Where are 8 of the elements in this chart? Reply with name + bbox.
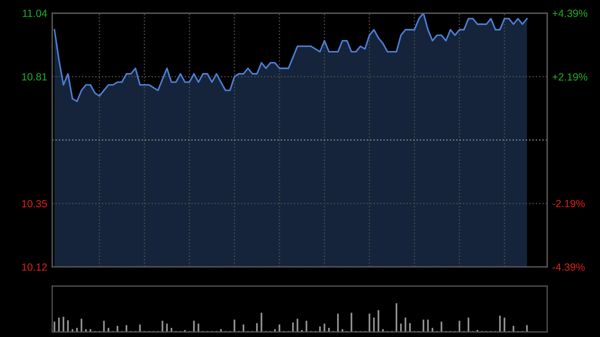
y2-tick-label: +4.39% [552, 10, 588, 18]
y2-tick-label: +2.19% [552, 73, 588, 81]
y-tick-label: 10.81 [22, 73, 47, 80]
y2-tick-label: -4.39% [552, 263, 585, 271]
y-tick-label: 11.04 [22, 10, 48, 18]
y-tick-label: 10.35 [22, 200, 47, 208]
y2-tick-label: -2.19% [552, 200, 585, 208]
y-tick-label: 10.12 [22, 263, 47, 271]
